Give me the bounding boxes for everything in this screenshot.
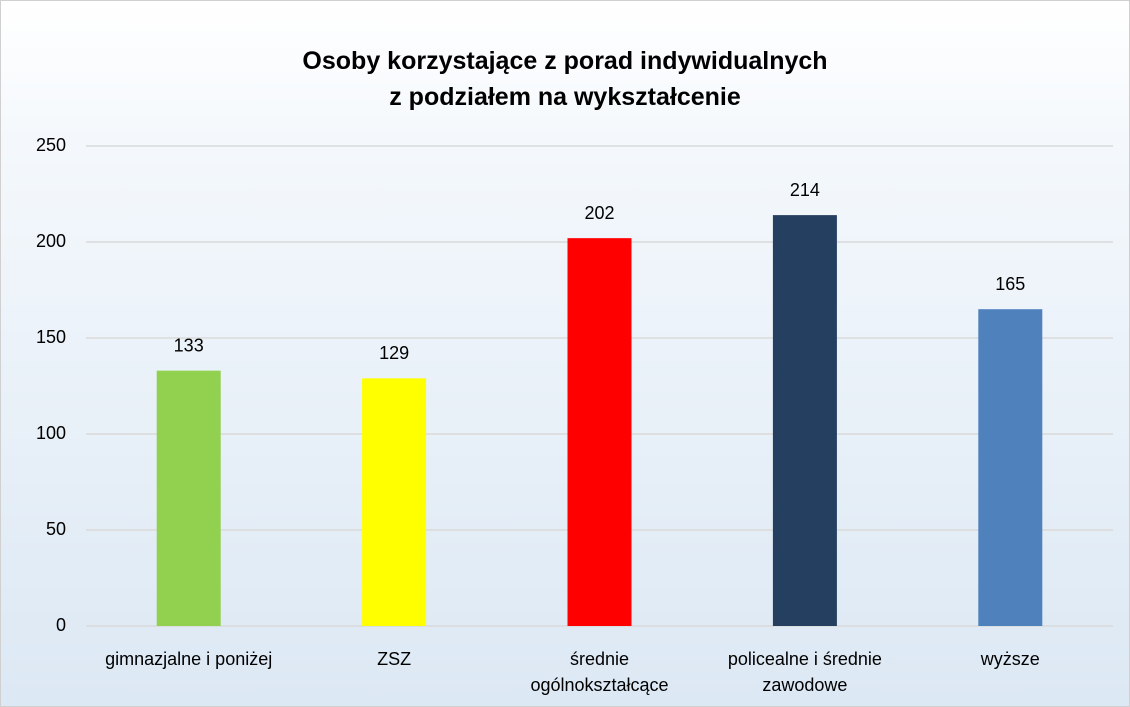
bar bbox=[978, 309, 1043, 626]
data-label: 165 bbox=[995, 274, 1025, 294]
bar bbox=[362, 378, 427, 626]
x-tick-label: ZSZ bbox=[377, 649, 412, 669]
x-tick-label: policealne i średnie zawodowe bbox=[727, 649, 882, 695]
y-tick-label: 150 bbox=[36, 327, 66, 347]
bar bbox=[567, 238, 632, 626]
y-tick-label: 200 bbox=[36, 231, 66, 251]
y-tick-label: 0 bbox=[56, 615, 66, 635]
data-label: 133 bbox=[174, 335, 204, 355]
bar bbox=[156, 370, 221, 626]
x-tick-label: średnie ogólnokształcące bbox=[530, 649, 669, 695]
y-tick-label: 100 bbox=[36, 423, 66, 443]
bar bbox=[772, 215, 837, 626]
data-label: 202 bbox=[584, 203, 614, 223]
chart-title: Osoby korzystające z porad indywidualnyc… bbox=[302, 47, 828, 111]
x-tick-label: wyższe bbox=[980, 649, 1040, 669]
y-tick-label: 50 bbox=[46, 519, 66, 539]
x-tick-label: gimnazjalne i poniżej bbox=[105, 649, 273, 669]
y-tick-label: 250 bbox=[36, 135, 66, 155]
data-label: 214 bbox=[790, 180, 820, 200]
data-label: 129 bbox=[379, 343, 409, 363]
